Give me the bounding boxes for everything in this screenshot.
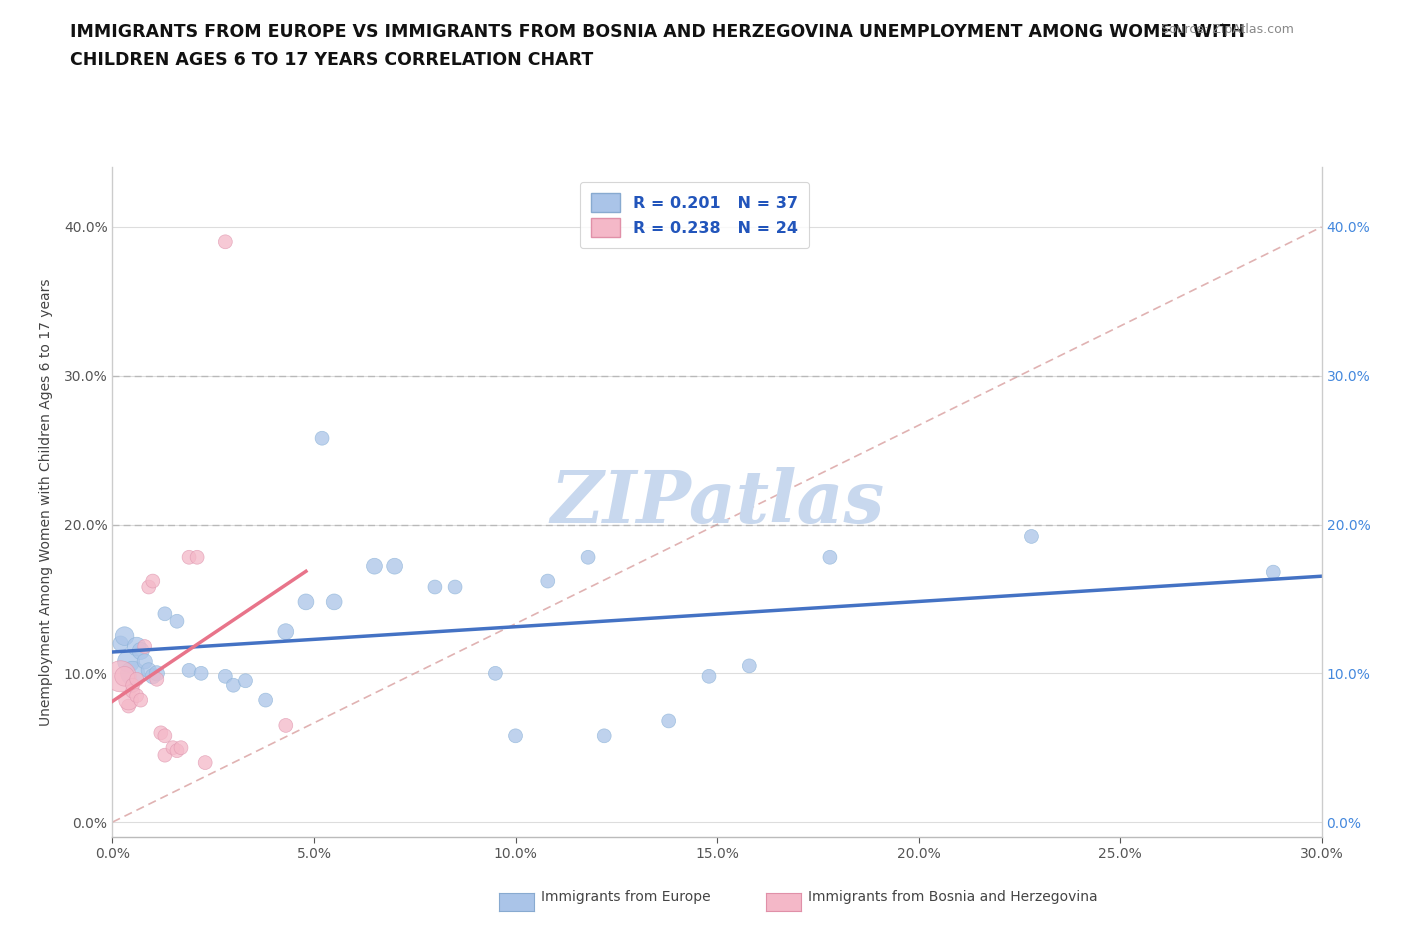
Point	[537, 574, 560, 589]
Point	[384, 559, 406, 574]
Point	[146, 666, 169, 681]
Point	[153, 606, 176, 621]
Point	[110, 669, 132, 684]
Point	[117, 654, 139, 669]
Text: Source: ZipAtlas.com: Source: ZipAtlas.com	[1160, 23, 1294, 36]
Legend: R = 0.201   N = 37, R = 0.238   N = 24: R = 0.201 N = 37, R = 0.238 N = 24	[579, 182, 808, 247]
Point	[363, 559, 385, 574]
Point	[274, 718, 297, 733]
Point	[114, 629, 136, 644]
Point	[177, 663, 200, 678]
Point	[274, 624, 297, 639]
Text: CHILDREN AGES 6 TO 17 YEARS CORRELATION CHART: CHILDREN AGES 6 TO 17 YEARS CORRELATION …	[70, 51, 593, 69]
Point	[117, 693, 139, 708]
Point	[121, 666, 143, 681]
Point	[194, 755, 217, 770]
Point	[149, 725, 172, 740]
Point	[125, 639, 148, 654]
Point	[121, 684, 143, 698]
Point	[166, 743, 188, 758]
Point	[129, 644, 152, 658]
Point	[125, 688, 148, 703]
Point	[186, 550, 208, 565]
Text: Immigrants from Europe: Immigrants from Europe	[541, 890, 711, 905]
Point	[134, 639, 156, 654]
Point	[658, 713, 681, 728]
Point	[738, 658, 761, 673]
Point	[576, 550, 599, 565]
Point	[214, 669, 236, 684]
Text: ZIPatlas: ZIPatlas	[550, 467, 884, 538]
Point	[1021, 529, 1043, 544]
Point	[311, 431, 333, 445]
Point	[818, 550, 841, 565]
Point	[110, 636, 132, 651]
Point	[166, 614, 188, 629]
Point	[162, 740, 184, 755]
Point	[423, 579, 446, 594]
Point	[134, 654, 156, 669]
Point	[129, 693, 152, 708]
Point	[323, 594, 346, 609]
Point	[138, 663, 160, 678]
Point	[214, 234, 236, 249]
Point	[142, 574, 165, 589]
Text: Immigrants from Bosnia and Herzegovina: Immigrants from Bosnia and Herzegovina	[808, 890, 1098, 905]
Point	[1263, 565, 1285, 579]
Point	[593, 728, 616, 743]
Point	[505, 728, 527, 743]
Point	[177, 550, 200, 565]
Point	[125, 671, 148, 686]
Point	[295, 594, 318, 609]
Point	[484, 666, 506, 681]
Point	[138, 579, 160, 594]
Point	[146, 671, 169, 686]
Point	[190, 666, 212, 681]
Point	[235, 673, 257, 688]
Point	[117, 698, 139, 713]
Y-axis label: Unemployment Among Women with Children Ages 6 to 17 years: Unemployment Among Women with Children A…	[38, 278, 52, 726]
Point	[254, 693, 277, 708]
Point	[697, 669, 720, 684]
Point	[121, 678, 143, 693]
Point	[222, 678, 245, 693]
Point	[153, 728, 176, 743]
Point	[170, 740, 193, 755]
Point	[153, 748, 176, 763]
Text: IMMIGRANTS FROM EUROPE VS IMMIGRANTS FROM BOSNIA AND HERZEGOVINA UNEMPLOYMENT AM: IMMIGRANTS FROM EUROPE VS IMMIGRANTS FRO…	[70, 23, 1246, 41]
Point	[142, 669, 165, 684]
Point	[444, 579, 467, 594]
Point	[114, 669, 136, 684]
